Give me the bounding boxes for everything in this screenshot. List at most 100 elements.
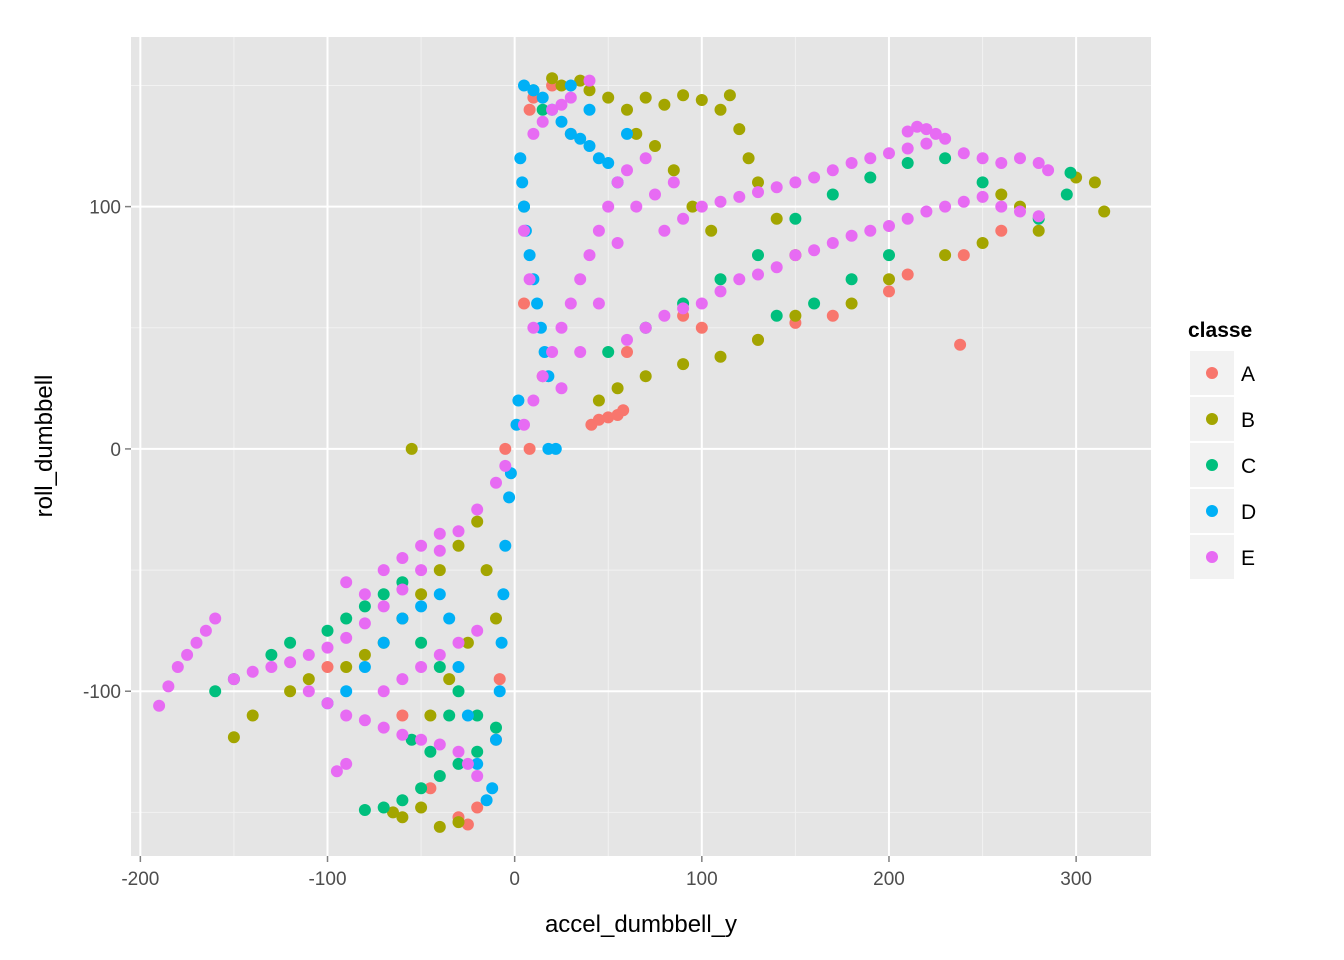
point-b [284,685,297,698]
point-c [405,733,418,746]
point-e [658,309,671,322]
point-e [396,552,409,564]
point-e [555,98,568,111]
point-e [499,459,512,472]
point-c [321,624,334,637]
point-c [714,273,727,286]
point-e [995,200,1008,213]
point-d [583,103,596,116]
point-b [714,103,727,116]
point-e [246,665,259,678]
point-c [845,273,858,286]
point-e [377,600,390,613]
point-e [527,394,540,407]
point-e [377,721,390,734]
point-b [302,673,315,686]
point-e [377,685,390,698]
point-c [1064,166,1077,179]
x-tick-label: 200 [873,869,905,890]
point-e [396,583,409,596]
point-e [714,285,727,298]
point-a [523,103,536,116]
point-e [695,200,708,213]
point-e [1014,152,1026,165]
point-e [209,612,222,625]
point-e [920,137,933,150]
point-e [911,120,924,133]
point-e [227,673,240,686]
point-e [826,237,839,249]
point-e [826,164,839,177]
point-e [733,273,746,286]
point-e [752,268,764,281]
point-d [452,661,465,673]
point-a [396,709,409,722]
point-c [433,770,446,782]
y-tick-label: 100 [89,198,121,219]
point-d [514,152,527,165]
point-b [677,89,690,102]
point-b [433,564,446,577]
point-d [583,140,596,152]
legend-label-a: A [1241,363,1255,386]
point-d [377,636,390,649]
point-d [503,491,516,504]
point-a [621,346,633,358]
legend-label-e: E [1241,547,1255,570]
point-b [639,91,652,104]
point-e [611,176,624,189]
y-tick-label: 0 [110,440,121,461]
point-a [883,285,895,298]
legend-swatch-e [1206,551,1218,563]
point-e [518,418,530,431]
point-a [518,297,530,310]
point-e [592,224,605,237]
point-e [471,770,484,782]
x-tick-label: 100 [686,869,718,890]
point-d [621,127,633,140]
point-e [920,123,933,136]
minor-gridlines [131,37,1151,856]
point-d [518,200,530,213]
point-e [518,224,530,237]
x-tick-label: 0 [509,869,520,890]
point-e [340,576,353,589]
point-e [461,757,474,770]
point-b [387,806,399,819]
point-e [864,224,877,237]
point-c [358,600,371,613]
point-b [471,515,484,528]
point-d [564,79,577,92]
legend-label-d: D [1241,501,1256,524]
point-d [523,249,536,262]
point-e [452,525,465,538]
point-e [677,212,690,225]
point-b [883,273,895,286]
point-e [171,661,184,673]
point-d [516,176,529,189]
point-e [808,171,821,184]
point-b [405,442,418,455]
point-e [583,249,596,262]
point-a [995,224,1008,237]
point-e [714,195,727,208]
point-e [527,321,540,334]
point-c [536,103,549,116]
point-e [358,617,371,630]
point-a [602,411,615,424]
point-c [443,709,456,722]
point-d [433,588,446,601]
point-e [602,200,615,213]
point-e [555,382,568,395]
point-e [649,188,661,201]
point-e [523,273,536,286]
point-a [424,782,437,795]
point-b [723,89,736,102]
point-c [602,346,615,358]
point-e [677,302,690,315]
point-e [433,738,446,751]
point-e [995,157,1008,169]
point-c [883,249,895,262]
point-e [265,661,278,673]
